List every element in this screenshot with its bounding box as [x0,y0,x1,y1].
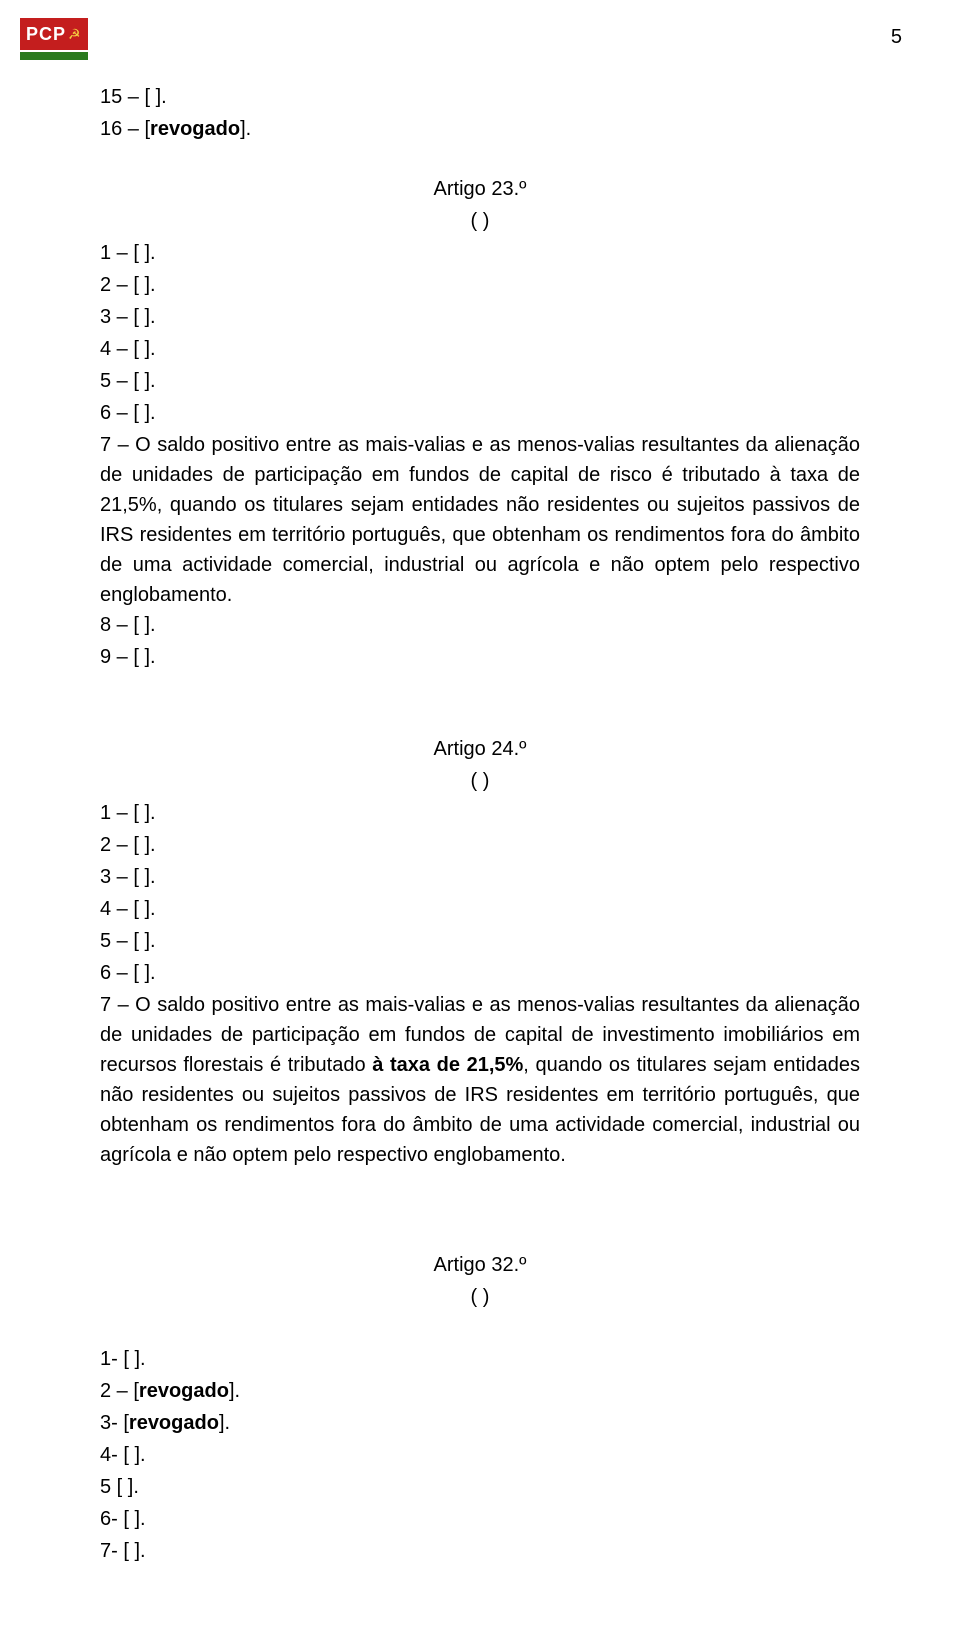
article-32-lines: 1- [ ].2 – [revogado].3- [revogado].4- [… [100,1344,860,1566]
logo-top-bar: PCP ☭ [20,18,88,50]
article-23-para7: 7 – O saldo positivo entre as mais-valia… [100,430,860,610]
text-line: 1 – [ ]. [100,798,860,828]
text-line: 1- [ ]. [100,1344,860,1374]
text-line: 7- [ ]. [100,1536,860,1566]
text-line: 3 – [ ]. [100,302,860,332]
text-line: 5 [ ]. [100,1472,860,1502]
text-line: 2 – [ ]. [100,830,860,860]
page-number: 5 [891,22,902,52]
logo-symbol-icon: ☭ [68,24,81,45]
article-32-title: Artigo 32.º [100,1250,860,1280]
text-line: 3 – [ ]. [100,862,860,892]
article-24-lines-before: 1 – [ ].2 – [ ].3 – [ ].4 – [ ].5 – [ ].… [100,798,860,988]
logo-bottom-bar [20,50,88,60]
logo-text: PCP [26,21,66,48]
article-23-lines-after: 8 – [ ].9 – [ ]. [100,610,860,672]
text-line: 1 – [ ]. [100,238,860,268]
para7-bold: à taxa de 21,5% [372,1054,523,1076]
text-line: 3- [revogado]. [100,1408,860,1438]
article-24-para7: 7 – O saldo positivo entre as mais-valia… [100,990,860,1170]
text-line: 5 – [ ]. [100,366,860,396]
party-logo: PCP ☭ [20,18,88,64]
text-line: 2 – [ ]. [100,270,860,300]
text-line: 6- [ ]. [100,1504,860,1534]
text-line: 4- [ ]. [100,1440,860,1470]
text-line: 8 – [ ]. [100,610,860,640]
text-line: 6 – [ ]. [100,958,860,988]
document-body: 15 – [ ].16 – [revogado]. Artigo 23.º ( … [100,82,860,1566]
intro-block: 15 – [ ].16 – [revogado]. [100,82,860,144]
article-23-title: Artigo 23.º [100,174,860,204]
text-line: 2 – [revogado]. [100,1376,860,1406]
article-32-ellipsis: ( ) [100,1282,860,1312]
text-line: 6 – [ ]. [100,398,860,428]
article-23-lines-before: 1 – [ ].2 – [ ].3 – [ ].4 – [ ].5 – [ ].… [100,238,860,428]
text-line: 9 – [ ]. [100,642,860,672]
text-line: 16 – [revogado]. [100,114,860,144]
text-line: 15 – [ ]. [100,82,860,112]
article-24-ellipsis: ( ) [100,766,860,796]
article-23-ellipsis: ( ) [100,206,860,236]
text-line: 4 – [ ]. [100,334,860,364]
text-line: 4 – [ ]. [100,894,860,924]
article-24-title: Artigo 24.º [100,734,860,764]
text-line: 5 – [ ]. [100,926,860,956]
